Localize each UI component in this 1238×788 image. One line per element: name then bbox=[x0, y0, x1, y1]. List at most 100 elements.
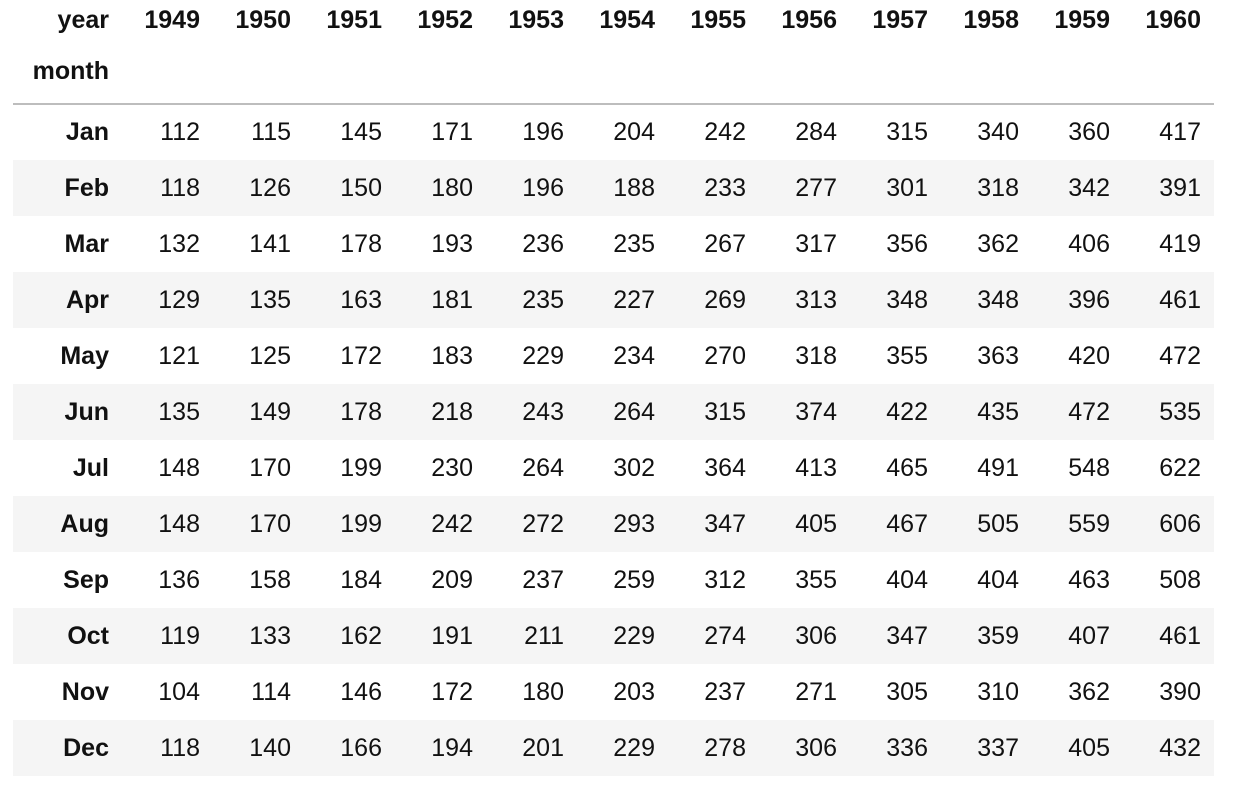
column-header: 1951 bbox=[326, 5, 382, 34]
cell: 229 bbox=[613, 621, 655, 650]
column-header: 1953 bbox=[508, 5, 564, 34]
cell: 259 bbox=[613, 565, 655, 594]
cell: 318 bbox=[795, 341, 837, 370]
cell: 337 bbox=[977, 733, 1019, 762]
table-row: Dec 118 140 166 194 201 229 278 306 336 337 405 432 bbox=[13, 720, 1214, 776]
table-row: Nov 104 114 146 172 180 203 237 271 305 310 362 390 bbox=[13, 664, 1214, 720]
cell: 508 bbox=[1159, 565, 1201, 594]
cell: 336 bbox=[886, 733, 928, 762]
cell: 420 bbox=[1068, 341, 1110, 370]
table-row: Sep 136 158 184 209 237 259 312 355 404 404 463 508 bbox=[13, 552, 1214, 608]
cell: 203 bbox=[613, 677, 655, 706]
column-header: 1950 bbox=[235, 5, 291, 34]
cell: 342 bbox=[1068, 173, 1110, 202]
empty-header bbox=[122, 40, 213, 105]
table-row: Jul 148 170 199 230 264 302 364 413 465 491 548 622 bbox=[13, 440, 1214, 496]
cell: 355 bbox=[886, 341, 928, 370]
cell: 194 bbox=[431, 733, 473, 762]
cell: 404 bbox=[977, 565, 1019, 594]
cell: 119 bbox=[160, 621, 200, 650]
cell: 243 bbox=[522, 397, 564, 426]
cell: 413 bbox=[795, 453, 837, 482]
cell: 178 bbox=[340, 397, 382, 426]
cell: 199 bbox=[340, 509, 382, 538]
cell: 135 bbox=[249, 285, 291, 314]
cell: 129 bbox=[158, 285, 200, 314]
cell: 461 bbox=[1159, 621, 1201, 650]
row-label: Feb bbox=[64, 173, 109, 202]
cell: 178 bbox=[340, 229, 382, 258]
cell: 391 bbox=[1159, 173, 1201, 202]
cell: 229 bbox=[613, 733, 655, 762]
cell: 112 bbox=[160, 118, 200, 146]
cell: 310 bbox=[977, 677, 1019, 706]
data-table: year 1949 1950 1951 1952 1953 1954 1955 1956 195… bbox=[13, 0, 1214, 776]
cell: 125 bbox=[249, 341, 291, 370]
cell: 140 bbox=[249, 733, 291, 762]
cell: 237 bbox=[522, 565, 564, 594]
column-header: 1960 bbox=[1145, 5, 1201, 34]
cell: 363 bbox=[977, 341, 1019, 370]
cell: 201 bbox=[522, 733, 564, 762]
cell: 118 bbox=[160, 173, 200, 202]
cell: 348 bbox=[886, 285, 928, 314]
cell: 170 bbox=[249, 453, 291, 482]
cell: 172 bbox=[340, 341, 382, 370]
cell: 234 bbox=[613, 341, 655, 370]
cell: 121 bbox=[158, 341, 200, 370]
cell: 317 bbox=[795, 229, 837, 258]
index-name: month bbox=[13, 40, 122, 105]
cell: 405 bbox=[795, 509, 837, 538]
column-header: 1959 bbox=[1054, 5, 1110, 34]
cell: 535 bbox=[1159, 397, 1201, 426]
row-label: Oct bbox=[67, 621, 109, 650]
empty-header bbox=[213, 40, 304, 105]
table-row: Aug 148 170 199 242 272 293 347 405 467 505 559 606 bbox=[13, 496, 1214, 552]
cell: 193 bbox=[431, 229, 473, 258]
row-label: Jul bbox=[72, 453, 109, 482]
cell: 236 bbox=[522, 229, 564, 258]
cell: 312 bbox=[704, 565, 746, 594]
cell: 461 bbox=[1159, 285, 1201, 314]
cell: 199 bbox=[340, 453, 382, 482]
cell: 196 bbox=[522, 173, 564, 202]
cell: 313 bbox=[795, 285, 837, 314]
cell: 104 bbox=[158, 677, 200, 706]
cell: 180 bbox=[431, 173, 473, 202]
cell: 417 bbox=[1159, 118, 1201, 146]
corner-label: year bbox=[57, 5, 109, 34]
cell: 171 bbox=[431, 118, 473, 146]
cell: 422 bbox=[886, 397, 928, 426]
cell: 315 bbox=[886, 118, 928, 146]
cell: 172 bbox=[431, 677, 473, 706]
cell: 218 bbox=[431, 397, 473, 426]
cell: 406 bbox=[1068, 229, 1110, 258]
row-label: Dec bbox=[63, 733, 109, 762]
cell: 242 bbox=[431, 509, 473, 538]
cell: 404 bbox=[886, 565, 928, 594]
cell: 204 bbox=[613, 118, 655, 146]
row-label: Jan bbox=[65, 118, 109, 146]
cell: 305 bbox=[886, 677, 928, 706]
row-label: May bbox=[60, 341, 109, 370]
cell: 166 bbox=[340, 733, 382, 762]
cell: 126 bbox=[249, 173, 291, 202]
empty-header bbox=[1123, 40, 1214, 105]
cell: 306 bbox=[795, 733, 837, 762]
row-label: Mar bbox=[64, 229, 109, 258]
cell: 272 bbox=[522, 509, 564, 538]
cell: 301 bbox=[886, 173, 928, 202]
cell: 432 bbox=[1159, 733, 1201, 762]
cell: 271 bbox=[795, 677, 837, 706]
cell: 227 bbox=[613, 285, 655, 314]
table-row: Jun 135 149 178 218 243 264 315 374 422 435 472 535 bbox=[13, 384, 1214, 440]
cell: 359 bbox=[977, 621, 1019, 650]
cell: 118 bbox=[160, 733, 200, 762]
cell: 360 bbox=[1068, 118, 1110, 146]
empty-header bbox=[1032, 40, 1123, 105]
column-header: 1955 bbox=[690, 5, 746, 34]
cell: 146 bbox=[340, 677, 382, 706]
empty-header bbox=[850, 40, 941, 105]
index-name-row: month bbox=[13, 40, 1214, 105]
cell: 162 bbox=[340, 621, 382, 650]
